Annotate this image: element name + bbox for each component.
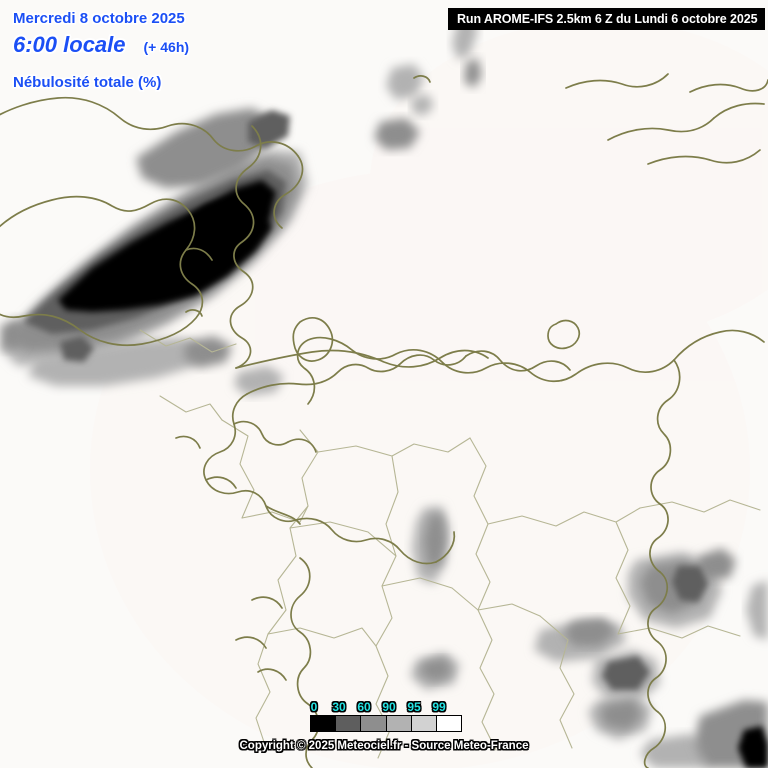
cloud-region (564, 618, 616, 646)
cloud-region (176, 180, 276, 252)
cloud-region (672, 566, 708, 602)
cloud-region (28, 338, 206, 386)
legend-swatch-99 (436, 716, 462, 731)
cloud-region (602, 656, 650, 690)
legend-swatch-95 (411, 716, 437, 731)
cloud-region (184, 336, 232, 368)
legend-tick-0: 0 (310, 700, 318, 714)
cloud-region (248, 110, 290, 148)
cloud-region (640, 734, 712, 768)
model-run-label: Run AROME-IFS 2.5km 6 Z du Lundi 6 octob… (448, 8, 766, 30)
forecast-date-label: Mercredi 8 octobre 2025 (13, 10, 185, 27)
land-wash (90, 20, 768, 768)
cloud-region (136, 108, 274, 188)
cloud-region (412, 94, 434, 116)
region-borders (139, 329, 761, 759)
legend-swatch-0 (311, 716, 337, 731)
forecast-time-label: 6:00 locale (13, 32, 126, 57)
cloud-region (386, 64, 424, 100)
legend-tick-90: 90 (382, 700, 396, 714)
legend-tick-labels: 0 30 60 90 95 99 (303, 700, 462, 715)
cloud-region (464, 58, 482, 88)
cloud-region (374, 118, 420, 150)
legend-tick-60: 60 (357, 700, 371, 714)
copyright-notice: Copyright © 2025 Meteociel.fr - Source M… (239, 740, 529, 752)
legend-swatch-60 (361, 716, 387, 731)
legend-tick-95: 95 (407, 700, 421, 714)
cloud-region (424, 514, 446, 566)
cloud-region (738, 726, 768, 768)
cloud-region (234, 366, 284, 396)
parameter-label: Nébulosité totale (%) (13, 74, 162, 91)
legend-swatch-30 (336, 716, 362, 731)
coastlines (0, 73, 768, 768)
legend-tick-30: 30 (332, 700, 346, 714)
legend-color-bar (310, 715, 462, 732)
legend-tick-99: 99 (432, 700, 446, 714)
forecast-time-row: 6:00 locale (+ 46h) (13, 32, 189, 58)
legend-swatch-90 (386, 716, 412, 731)
cloud-region (420, 658, 452, 682)
cloud-region (60, 336, 94, 362)
cloud-region (600, 700, 642, 730)
color-scale-legend: 0 30 60 90 95 99 (303, 700, 462, 732)
cloud-region (0, 318, 28, 350)
cloud-region (696, 548, 736, 580)
cloud-cover-layer (0, 14, 768, 768)
forecast-lead-time-label: (+ 46h) (143, 39, 190, 55)
cloud-region (746, 580, 768, 640)
geography-layer (0, 73, 768, 768)
